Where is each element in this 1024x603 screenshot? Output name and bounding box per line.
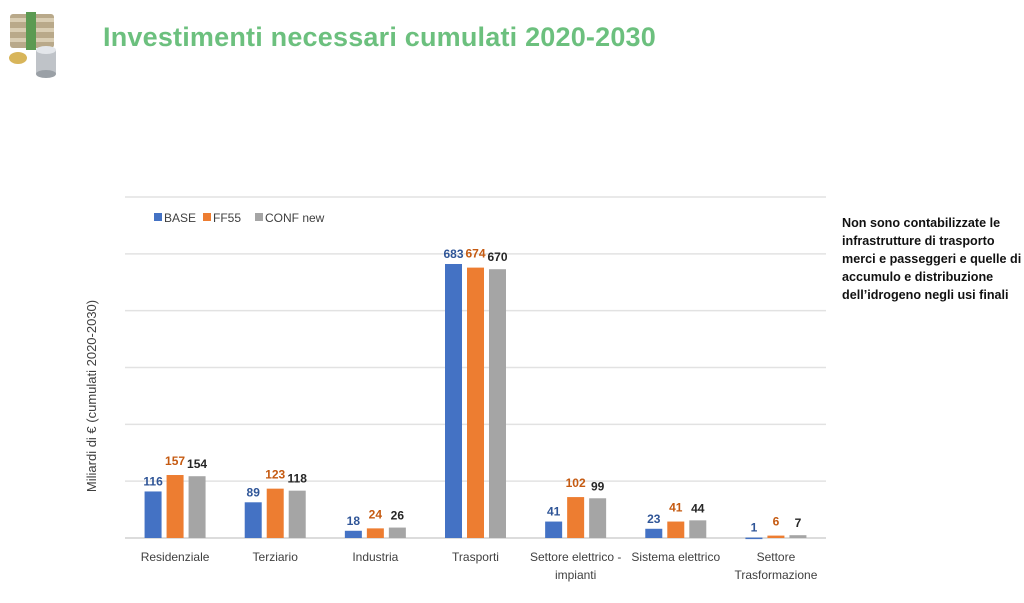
data-label: 89 [247,485,261,499]
data-label: 154 [187,457,207,471]
footnote-text: Non sono contabilizzate le infrastruttur… [842,216,1022,302]
category-label: Residenziale [141,550,210,564]
bar-conf-new [388,527,406,538]
bar-base [144,491,162,538]
category-label: Settore Trasformazione [734,550,817,582]
page-title: Investimenti necessari cumulati 2020-203… [103,22,656,52]
bar-conf-new [188,476,206,538]
data-label: 26 [391,509,405,523]
bar-base [445,263,462,538]
category-label: Sistema elettrico [631,550,720,564]
data-label: 99 [591,479,605,493]
bar-base [244,502,262,538]
data-label: 123 [265,468,285,482]
data-label: 670 [487,250,507,264]
money-stack-coins-icon [4,8,64,80]
bar-ff55 [767,535,785,538]
bar-conf-new [789,535,807,538]
bar-conf-new [689,520,707,538]
bar-conf-new [589,498,607,538]
bar-ff55 [467,267,484,538]
data-label: 102 [566,476,586,490]
bar-ff55 [667,521,685,538]
legend-label: FF55 [213,211,241,225]
legend-label: BASE [164,211,196,225]
category-label: Industria [352,550,398,564]
bar-ff55 [567,497,585,538]
data-label: 6 [773,515,780,529]
data-label: 157 [165,454,185,468]
data-label: 44 [691,501,705,515]
bar-ff55 [366,528,384,538]
data-label: 674 [465,247,485,261]
bar-ff55 [266,488,284,538]
category-label: Trasporti [452,550,499,564]
legend-label: CONF new [265,211,325,225]
bar-conf-new [288,490,306,538]
category-label: Terziario [253,550,299,564]
bar-ff55 [166,475,184,538]
data-label: 23 [647,512,661,526]
bar-base [745,537,763,540]
data-label: 41 [669,501,683,515]
bar-base [645,528,663,538]
data-label: 683 [443,247,463,261]
data-label: 7 [795,516,802,530]
bar-base [545,521,563,538]
data-label: 118 [288,472,308,486]
bar-base [344,530,362,538]
legend-swatch [203,213,211,221]
data-label: 18 [347,514,361,528]
data-label: 116 [143,474,163,488]
legend-swatch [255,213,263,221]
legend-swatch [154,213,162,221]
category-label: Settore elettrico -impianti [530,550,621,582]
data-label: 1 [751,521,758,535]
data-label: 24 [369,507,383,521]
y-axis-label: Miliardi di € (cumulati 2020-2030) [84,300,99,492]
data-label: 41 [547,505,561,519]
bar-conf-new [489,269,506,538]
